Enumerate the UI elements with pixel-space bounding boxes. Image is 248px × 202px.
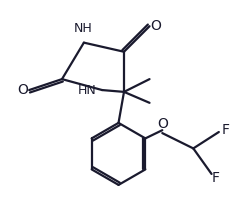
Text: F: F bbox=[211, 171, 219, 185]
Text: O: O bbox=[151, 19, 161, 33]
Text: HN: HN bbox=[77, 84, 96, 97]
Text: NH: NH bbox=[74, 22, 93, 35]
Text: O: O bbox=[157, 117, 168, 131]
Text: F: F bbox=[221, 123, 229, 137]
Text: O: O bbox=[17, 83, 28, 97]
